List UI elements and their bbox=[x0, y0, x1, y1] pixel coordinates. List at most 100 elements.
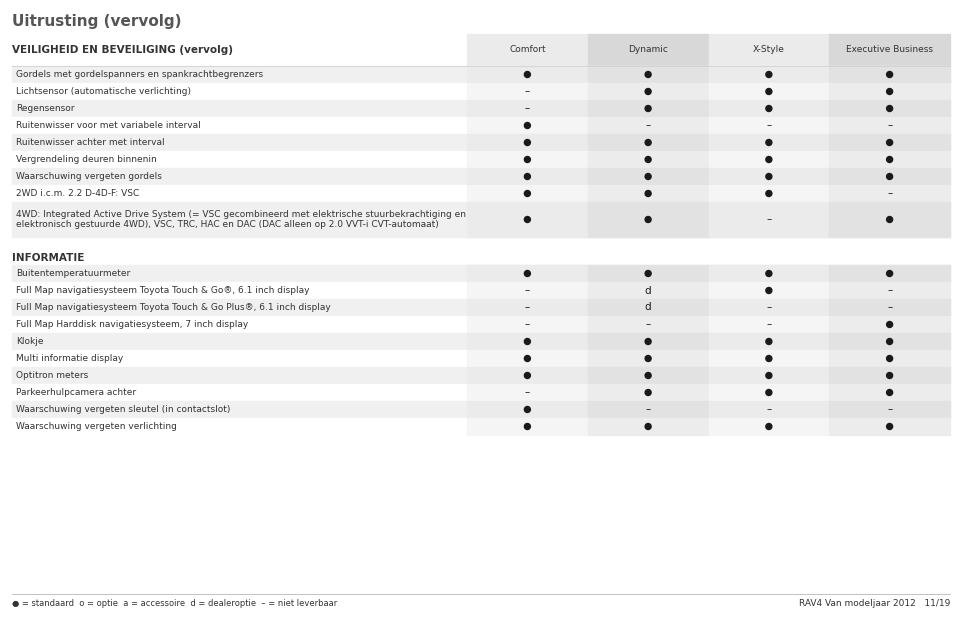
Bar bbox=[829, 384, 950, 401]
Circle shape bbox=[645, 190, 651, 197]
Bar bbox=[708, 282, 829, 299]
Text: –: – bbox=[887, 121, 892, 130]
Bar bbox=[12, 66, 950, 83]
Bar bbox=[12, 100, 950, 117]
Bar bbox=[12, 350, 950, 367]
Circle shape bbox=[766, 71, 772, 78]
Circle shape bbox=[887, 174, 893, 179]
Text: Klokje: Klokje bbox=[16, 337, 43, 346]
Bar bbox=[467, 151, 588, 168]
Circle shape bbox=[766, 423, 772, 430]
Text: –: – bbox=[887, 188, 892, 198]
Circle shape bbox=[645, 339, 651, 344]
Text: Dynamic: Dynamic bbox=[628, 46, 668, 54]
Circle shape bbox=[887, 71, 893, 78]
Bar bbox=[708, 265, 829, 282]
Circle shape bbox=[887, 157, 893, 162]
Circle shape bbox=[766, 372, 772, 379]
Text: –: – bbox=[887, 286, 892, 296]
Circle shape bbox=[766, 157, 772, 162]
Circle shape bbox=[524, 123, 530, 128]
Bar bbox=[12, 185, 950, 202]
Circle shape bbox=[645, 71, 651, 78]
Text: –: – bbox=[645, 320, 651, 329]
Bar bbox=[708, 299, 829, 316]
Text: Ruitenwisser achter met interval: Ruitenwisser achter met interval bbox=[16, 138, 164, 147]
Circle shape bbox=[766, 339, 772, 344]
Bar bbox=[708, 185, 829, 202]
Text: Regensensor: Regensensor bbox=[16, 104, 75, 113]
Text: Gordels met gordelspanners en spankrachtbegrenzers: Gordels met gordelspanners en spankracht… bbox=[16, 70, 263, 79]
Circle shape bbox=[645, 372, 651, 379]
Circle shape bbox=[524, 190, 530, 197]
Circle shape bbox=[887, 270, 893, 277]
Bar bbox=[467, 333, 588, 350]
Text: Comfort: Comfort bbox=[509, 46, 545, 54]
Text: –: – bbox=[766, 303, 772, 312]
Circle shape bbox=[645, 389, 651, 396]
Text: –: – bbox=[766, 404, 772, 415]
Text: –: – bbox=[525, 286, 530, 296]
Bar bbox=[588, 202, 708, 237]
Circle shape bbox=[887, 372, 893, 379]
Bar bbox=[829, 100, 950, 117]
Circle shape bbox=[524, 217, 530, 222]
Circle shape bbox=[524, 71, 530, 78]
Bar bbox=[467, 418, 588, 435]
Bar bbox=[12, 134, 950, 151]
Text: Waarschuwing vergeten verlichting: Waarschuwing vergeten verlichting bbox=[16, 422, 177, 431]
Circle shape bbox=[524, 270, 530, 277]
Bar bbox=[829, 185, 950, 202]
Bar bbox=[467, 299, 588, 316]
Circle shape bbox=[645, 140, 651, 145]
Text: –: – bbox=[525, 87, 530, 97]
Text: INFORMATIE: INFORMATIE bbox=[12, 253, 84, 263]
Bar bbox=[829, 265, 950, 282]
Bar bbox=[588, 134, 708, 151]
Bar bbox=[588, 117, 708, 134]
Bar bbox=[708, 100, 829, 117]
Bar bbox=[588, 151, 708, 168]
Circle shape bbox=[887, 355, 893, 362]
Circle shape bbox=[645, 88, 651, 95]
Circle shape bbox=[766, 174, 772, 179]
Text: Waarschuwing vergeten gordels: Waarschuwing vergeten gordels bbox=[16, 172, 162, 181]
Bar bbox=[588, 168, 708, 185]
Circle shape bbox=[766, 140, 772, 145]
Bar bbox=[12, 83, 950, 100]
Text: –: – bbox=[766, 121, 772, 130]
Circle shape bbox=[524, 355, 530, 362]
Text: –: – bbox=[525, 104, 530, 114]
Bar bbox=[829, 367, 950, 384]
Circle shape bbox=[766, 389, 772, 396]
Text: Full Map Harddisk navigatiesysteem, 7 inch display: Full Map Harddisk navigatiesysteem, 7 in… bbox=[16, 320, 249, 329]
Bar bbox=[12, 151, 950, 168]
Bar bbox=[467, 282, 588, 299]
Bar bbox=[829, 282, 950, 299]
Bar bbox=[12, 299, 950, 316]
Bar bbox=[588, 100, 708, 117]
Bar bbox=[467, 117, 588, 134]
Text: 4WD: Integrated Active Drive System (= VSC gecombineerd met elektrische stuurbek: 4WD: Integrated Active Drive System (= V… bbox=[16, 210, 466, 229]
Bar bbox=[708, 384, 829, 401]
Bar bbox=[467, 401, 588, 418]
Text: –: – bbox=[766, 214, 772, 224]
Bar bbox=[829, 333, 950, 350]
Bar bbox=[708, 333, 829, 350]
Text: Uitrusting (vervolg): Uitrusting (vervolg) bbox=[12, 14, 181, 29]
Bar bbox=[467, 367, 588, 384]
Bar bbox=[588, 299, 708, 316]
Circle shape bbox=[524, 406, 530, 413]
Bar bbox=[12, 384, 950, 401]
Bar bbox=[708, 66, 829, 83]
Circle shape bbox=[887, 106, 893, 111]
Text: Executive Business: Executive Business bbox=[846, 46, 933, 54]
Bar bbox=[829, 83, 950, 100]
Circle shape bbox=[766, 288, 772, 293]
Bar bbox=[829, 34, 950, 66]
Bar bbox=[829, 66, 950, 83]
Bar bbox=[829, 401, 950, 418]
Text: –: – bbox=[645, 121, 651, 130]
Bar bbox=[588, 34, 708, 66]
Circle shape bbox=[766, 190, 772, 197]
